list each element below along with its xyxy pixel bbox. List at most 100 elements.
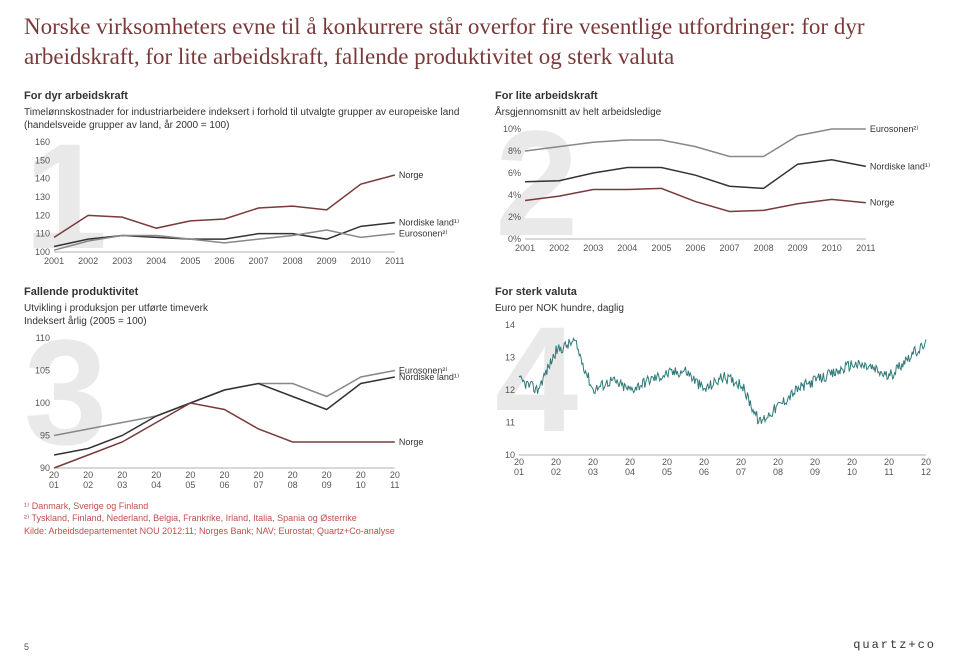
svg-text:20: 20: [356, 470, 366, 480]
svg-text:04: 04: [625, 467, 635, 477]
svg-text:09: 09: [322, 480, 332, 490]
svg-text:Norge: Norge: [399, 170, 424, 180]
panel-3-chart: 9095100105110200120022003200420052006200…: [24, 332, 465, 492]
svg-text:20: 20: [736, 457, 746, 467]
svg-text:120: 120: [35, 210, 50, 220]
svg-text:20: 20: [288, 470, 298, 480]
panel-2-header: For lite arbeidskraft: [495, 90, 936, 102]
panel-3-header: Fallende produktivitet: [24, 286, 465, 298]
svg-text:2007: 2007: [249, 256, 269, 266]
svg-text:11: 11: [506, 417, 515, 427]
panel-1: For dyr arbeidskraft Timelønnskostnader …: [24, 90, 465, 276]
svg-text:10: 10: [356, 480, 366, 490]
svg-text:2004: 2004: [146, 256, 166, 266]
panel-2-sub: Årsgjennomsnitt av helt arbeidsledige: [495, 106, 936, 119]
svg-text:140: 140: [35, 173, 50, 183]
svg-text:2011: 2011: [385, 256, 404, 266]
svg-text:20: 20: [219, 470, 229, 480]
panel-4-header: For sterk valuta: [495, 286, 936, 298]
svg-text:2007: 2007: [720, 243, 740, 253]
svg-text:20: 20: [83, 470, 93, 480]
svg-text:10: 10: [847, 467, 857, 477]
panel-2: For lite arbeidskraft Årsgjennomsnitt av…: [495, 90, 936, 276]
svg-text:20: 20: [551, 457, 561, 467]
svg-text:03: 03: [117, 480, 127, 490]
svg-text:20: 20: [921, 457, 931, 467]
svg-text:07: 07: [254, 480, 264, 490]
svg-text:04: 04: [151, 480, 161, 490]
chart-grid: For dyr arbeidskraft Timelønnskostnader …: [24, 90, 936, 492]
svg-text:03: 03: [588, 467, 598, 477]
svg-text:95: 95: [40, 430, 50, 440]
svg-text:2006: 2006: [214, 256, 234, 266]
svg-text:150: 150: [35, 155, 50, 165]
panel-1-header: For dyr arbeidskraft: [24, 90, 465, 102]
svg-text:Eurosonen²⁾: Eurosonen²⁾: [870, 124, 919, 134]
svg-text:20: 20: [185, 470, 195, 480]
svg-text:2009: 2009: [788, 243, 808, 253]
svg-text:20: 20: [773, 457, 783, 467]
svg-text:2009: 2009: [317, 256, 337, 266]
panel-3: Fallende produktivitet Utvikling i produ…: [24, 286, 465, 492]
svg-text:10%: 10%: [503, 124, 521, 134]
svg-text:20: 20: [254, 470, 264, 480]
svg-text:Nordiske land¹⁾: Nordiske land¹⁾: [870, 161, 930, 171]
svg-text:20: 20: [514, 457, 524, 467]
svg-text:2010: 2010: [351, 256, 371, 266]
footnote-source: Kilde: Arbeidsdepartementet NOU 2012:11;…: [24, 525, 936, 538]
svg-text:130: 130: [35, 192, 50, 202]
svg-text:8%: 8%: [508, 146, 521, 156]
footnotes: ¹⁾ Danmark, Sverige og Finland ²⁾ Tyskla…: [24, 500, 936, 538]
svg-text:2005: 2005: [180, 256, 200, 266]
svg-text:06: 06: [219, 480, 229, 490]
svg-text:20: 20: [810, 457, 820, 467]
panel-4-chart: 1011121314200120022003200420052006200720…: [495, 319, 936, 479]
svg-text:Nordiske land¹⁾: Nordiske land¹⁾: [399, 217, 459, 227]
svg-text:07: 07: [736, 467, 746, 477]
svg-text:12: 12: [505, 385, 515, 395]
panel-4-sub: Euro per NOK hundre, daglig: [495, 302, 936, 315]
footnote-2: ²⁾ Tyskland, Finland, Nederland, Belgia,…: [24, 512, 936, 525]
svg-text:2004: 2004: [617, 243, 637, 253]
svg-text:2%: 2%: [508, 212, 521, 222]
svg-text:2006: 2006: [685, 243, 705, 253]
svg-text:100: 100: [35, 398, 50, 408]
svg-text:12: 12: [921, 467, 931, 477]
svg-text:2002: 2002: [549, 243, 569, 253]
svg-text:05: 05: [662, 467, 672, 477]
svg-text:Norge: Norge: [399, 437, 424, 447]
svg-text:Eurosonen²⁾: Eurosonen²⁾: [399, 228, 448, 238]
svg-text:110: 110: [36, 333, 50, 343]
svg-text:09: 09: [810, 467, 820, 477]
svg-text:2001: 2001: [44, 256, 64, 266]
svg-text:20: 20: [884, 457, 894, 467]
panel-3-sub: Utvikling i produksjon per utførte timev…: [24, 302, 465, 328]
svg-text:105: 105: [35, 365, 50, 375]
svg-text:01: 01: [514, 467, 524, 477]
svg-text:11: 11: [884, 467, 893, 477]
svg-text:2005: 2005: [651, 243, 671, 253]
svg-text:110: 110: [36, 228, 50, 238]
page-title: Norske virksomheters evne til å konkurre…: [24, 12, 936, 72]
svg-text:2003: 2003: [112, 256, 132, 266]
svg-text:06: 06: [699, 467, 709, 477]
panel-2-chart: 0%2%4%6%8%10%200120022003200420052006200…: [495, 123, 936, 263]
panel-1-chart: 1001101201301401501602001200220032004200…: [24, 136, 465, 276]
svg-text:11: 11: [390, 480, 399, 490]
brand-logo: quartz+co: [853, 638, 936, 652]
svg-text:01: 01: [49, 480, 59, 490]
page-number: 5: [24, 642, 29, 652]
svg-text:2003: 2003: [583, 243, 603, 253]
svg-text:20: 20: [117, 470, 127, 480]
svg-text:08: 08: [773, 467, 783, 477]
svg-text:2002: 2002: [78, 256, 98, 266]
svg-text:Norge: Norge: [870, 197, 895, 207]
svg-text:2010: 2010: [822, 243, 842, 253]
svg-text:20: 20: [662, 457, 672, 467]
svg-text:02: 02: [551, 467, 561, 477]
svg-text:2008: 2008: [283, 256, 303, 266]
svg-text:6%: 6%: [508, 168, 521, 178]
footnote-1: ¹⁾ Danmark, Sverige og Finland: [24, 500, 936, 513]
svg-text:20: 20: [49, 470, 59, 480]
svg-text:20: 20: [322, 470, 332, 480]
